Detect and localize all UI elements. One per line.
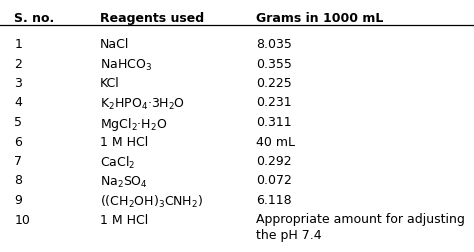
- Text: Appropriate amount for adjusting
the pH 7.4: Appropriate amount for adjusting the pH …: [256, 213, 465, 241]
- Text: 8: 8: [14, 174, 22, 187]
- Text: 4: 4: [14, 96, 22, 109]
- Text: S. no.: S. no.: [14, 12, 55, 25]
- Text: 0.072: 0.072: [256, 174, 292, 187]
- Text: MgCl$_2$·H$_2$O: MgCl$_2$·H$_2$O: [100, 115, 167, 133]
- Text: 1: 1: [14, 38, 22, 51]
- Text: 0.311: 0.311: [256, 115, 292, 129]
- Text: 0.292: 0.292: [256, 154, 292, 167]
- Text: 9: 9: [14, 193, 22, 206]
- Text: 6: 6: [14, 135, 22, 148]
- Text: 1 M HCl: 1 M HCl: [100, 135, 148, 148]
- Text: 3: 3: [14, 77, 22, 90]
- Text: 2: 2: [14, 57, 22, 70]
- Text: ((CH$_2$OH)$_3$CNH$_2$): ((CH$_2$OH)$_3$CNH$_2$): [100, 193, 202, 209]
- Text: KCl: KCl: [100, 77, 119, 90]
- Text: Reagents used: Reagents used: [100, 12, 204, 25]
- Text: 0.225: 0.225: [256, 77, 292, 90]
- Text: 1 M HCl: 1 M HCl: [100, 213, 148, 226]
- Text: NaHCO$_3$: NaHCO$_3$: [100, 57, 152, 72]
- Text: 5: 5: [14, 115, 22, 129]
- Text: 6.118: 6.118: [256, 193, 292, 206]
- Text: 7: 7: [14, 154, 22, 167]
- Text: 10: 10: [14, 213, 30, 226]
- Text: 40 mL: 40 mL: [256, 135, 295, 148]
- Text: Grams in 1000 mL: Grams in 1000 mL: [256, 12, 383, 25]
- Text: Na$_2$SO$_4$: Na$_2$SO$_4$: [100, 174, 147, 189]
- Text: NaCl: NaCl: [100, 38, 129, 51]
- Text: K$_2$HPO$_4$·3H$_2$O: K$_2$HPO$_4$·3H$_2$O: [100, 96, 184, 111]
- Text: 8.035: 8.035: [256, 38, 292, 51]
- Text: CaCl$_2$: CaCl$_2$: [100, 154, 135, 170]
- Text: 0.231: 0.231: [256, 96, 292, 109]
- Text: 0.355: 0.355: [256, 57, 292, 70]
